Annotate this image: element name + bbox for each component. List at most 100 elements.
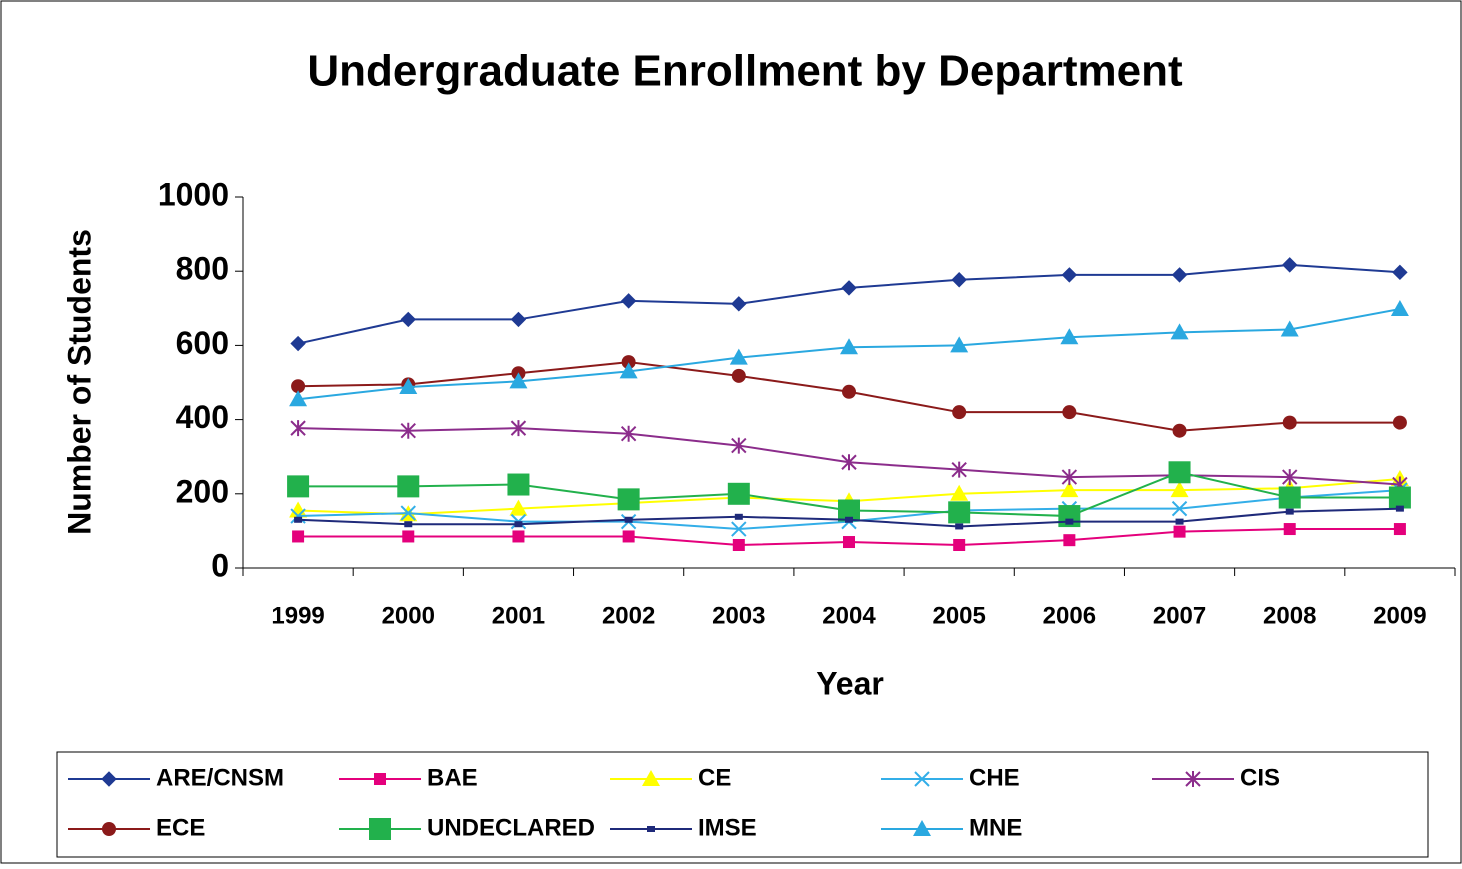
marker-shape: [732, 538, 745, 551]
marker: [622, 530, 635, 543]
marker-shape: [731, 296, 747, 312]
legend-label: IMSE: [698, 814, 757, 841]
marker-shape: [399, 377, 418, 394]
legend-label: CIS: [1240, 764, 1280, 791]
marker-shape: [400, 422, 416, 439]
marker-shape: [838, 499, 860, 522]
legend-label: ARE/CNSM: [156, 764, 284, 791]
marker-shape: [951, 461, 967, 478]
marker-shape: [369, 818, 391, 840]
marker: [914, 771, 930, 787]
marker: [290, 420, 306, 437]
marker: [1061, 267, 1078, 283]
marker-shape: [289, 501, 308, 518]
marker-shape: [1061, 469, 1078, 486]
marker-shape: [514, 521, 523, 528]
marker-shape: [617, 488, 640, 511]
marker: [1170, 323, 1189, 340]
marker-shape: [620, 293, 637, 309]
marker: [647, 826, 655, 832]
legend-label: BAE: [427, 764, 478, 791]
marker: [1282, 257, 1298, 273]
marker: [727, 482, 750, 505]
marker-shape: [1171, 267, 1188, 283]
marker-shape: [1390, 300, 1409, 317]
marker-shape: [1170, 481, 1189, 498]
marker-shape: [374, 773, 386, 785]
marker-shape: [512, 530, 525, 543]
marker-shape: [1392, 415, 1407, 430]
legend-label: UNDECLARED: [427, 814, 595, 841]
marker: [510, 311, 527, 328]
y-tick-label: 0: [211, 547, 229, 583]
marker: [951, 272, 967, 288]
marker: [102, 822, 116, 836]
marker: [1282, 415, 1297, 430]
marker: [642, 770, 660, 786]
marker-shape: [404, 521, 413, 528]
marker-shape: [1278, 486, 1301, 509]
marker-shape: [510, 311, 527, 328]
marker: [1285, 508, 1294, 515]
marker-shape: [1392, 264, 1408, 281]
marker-shape: [731, 437, 747, 454]
marker-shape: [1280, 320, 1299, 337]
marker: [731, 521, 747, 537]
x-tick-label: 2007: [1153, 602, 1206, 629]
marker-shape: [1175, 518, 1184, 525]
marker-shape: [734, 513, 743, 520]
marker: [509, 372, 528, 389]
marker-shape: [619, 362, 638, 379]
x-axis-label: Year: [816, 665, 884, 701]
marker-shape: [1393, 523, 1406, 536]
y-tick-label: 600: [176, 325, 229, 361]
marker-shape: [291, 379, 306, 394]
marker-shape: [950, 484, 969, 501]
marker: [1278, 486, 1301, 509]
marker-shape: [729, 348, 748, 365]
marker: [624, 516, 633, 523]
marker: [729, 348, 748, 365]
marker: [952, 405, 967, 420]
marker: [1061, 469, 1078, 486]
marker-shape: [647, 826, 655, 832]
marker-shape: [642, 770, 660, 786]
marker: [101, 771, 117, 787]
marker-shape: [622, 530, 635, 543]
marker: [291, 379, 306, 394]
marker: [404, 521, 413, 528]
x-tick-label: 2005: [932, 602, 985, 629]
marker: [1175, 518, 1184, 525]
marker: [842, 384, 856, 399]
legend-label: CE: [698, 764, 731, 791]
marker-shape: [1282, 415, 1297, 430]
marker-shape: [1168, 461, 1191, 484]
marker: [731, 296, 747, 312]
y-tick-label: 800: [176, 251, 229, 287]
marker-shape: [294, 516, 303, 523]
marker-shape: [951, 272, 967, 288]
marker: [950, 336, 969, 353]
marker-shape: [621, 355, 636, 370]
marker-shape: [507, 473, 530, 496]
marker: [1168, 461, 1191, 484]
y-tick-label: 200: [176, 473, 229, 509]
marker-shape: [290, 335, 306, 352]
marker: [400, 311, 416, 328]
marker: [294, 516, 303, 523]
chart-title: Undergraduate Enrollment by Department: [307, 47, 1183, 96]
marker: [845, 516, 853, 523]
marker: [292, 530, 305, 543]
marker: [620, 293, 637, 309]
marker-shape: [292, 530, 305, 543]
marker-shape: [397, 475, 420, 498]
marker-shape: [731, 521, 747, 537]
marker-shape: [400, 311, 416, 328]
marker-shape: [287, 475, 310, 498]
x-tick-label: 1999: [271, 602, 324, 629]
marker-shape: [1062, 405, 1077, 420]
marker: [1388, 486, 1411, 509]
